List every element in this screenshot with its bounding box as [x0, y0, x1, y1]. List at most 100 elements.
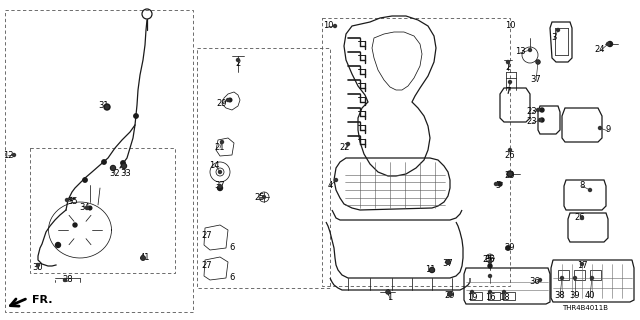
Text: 28: 28	[63, 276, 74, 284]
Text: 26: 26	[575, 213, 586, 222]
Text: 29: 29	[445, 291, 455, 300]
Text: 2: 2	[506, 63, 511, 73]
Circle shape	[447, 260, 449, 263]
Circle shape	[529, 49, 531, 52]
Circle shape	[557, 28, 559, 31]
Circle shape	[86, 206, 88, 210]
Circle shape	[536, 108, 540, 111]
Text: 41: 41	[140, 253, 150, 262]
Circle shape	[36, 263, 40, 267]
Circle shape	[561, 276, 563, 279]
Circle shape	[104, 104, 110, 110]
Text: 30: 30	[33, 263, 44, 273]
Circle shape	[387, 291, 390, 293]
Circle shape	[488, 275, 492, 277]
Text: 2: 2	[236, 60, 241, 68]
Circle shape	[429, 268, 435, 273]
Circle shape	[506, 246, 510, 250]
Circle shape	[580, 217, 584, 220]
Circle shape	[111, 165, 115, 171]
Circle shape	[495, 182, 497, 186]
Bar	[503, 292, 515, 300]
Text: 26: 26	[505, 150, 515, 159]
Circle shape	[386, 290, 390, 294]
Circle shape	[221, 140, 223, 143]
Circle shape	[218, 185, 221, 188]
Circle shape	[448, 292, 452, 296]
Text: 29: 29	[505, 244, 515, 252]
Circle shape	[431, 268, 433, 271]
Text: 5: 5	[495, 180, 500, 189]
Text: 23: 23	[527, 117, 538, 126]
Text: 33: 33	[120, 169, 131, 178]
Circle shape	[488, 291, 492, 293]
Text: 4: 4	[328, 180, 333, 189]
Text: 10: 10	[505, 21, 515, 30]
Text: 32: 32	[109, 169, 120, 178]
Text: 40: 40	[585, 291, 595, 300]
Circle shape	[83, 178, 87, 182]
Text: 37: 37	[443, 259, 453, 268]
Circle shape	[536, 60, 540, 64]
Circle shape	[498, 182, 502, 186]
Circle shape	[488, 264, 492, 268]
Bar	[590, 270, 601, 280]
Circle shape	[141, 257, 145, 260]
Text: 6: 6	[229, 274, 235, 283]
Circle shape	[121, 161, 125, 165]
Text: 34: 34	[80, 204, 90, 212]
Text: 23: 23	[527, 108, 538, 116]
Bar	[470, 292, 482, 300]
Text: 25: 25	[483, 255, 493, 265]
Circle shape	[227, 99, 230, 101]
Text: 3: 3	[551, 34, 557, 43]
Text: 29: 29	[217, 99, 227, 108]
Circle shape	[111, 166, 115, 170]
Text: 20: 20	[505, 171, 515, 180]
Text: 39: 39	[570, 291, 580, 300]
Circle shape	[73, 223, 77, 227]
Circle shape	[540, 108, 544, 112]
Bar	[197, 48, 330, 288]
Text: 16: 16	[484, 293, 495, 302]
Circle shape	[237, 59, 239, 61]
Circle shape	[470, 291, 474, 293]
Circle shape	[509, 172, 511, 175]
Circle shape	[56, 243, 61, 247]
Text: 35: 35	[68, 197, 78, 206]
Circle shape	[509, 148, 511, 151]
Text: 21: 21	[215, 143, 225, 153]
Circle shape	[488, 260, 492, 263]
Circle shape	[538, 278, 541, 282]
Text: 31: 31	[99, 101, 109, 110]
Circle shape	[262, 196, 266, 198]
Text: 36: 36	[484, 255, 495, 265]
Text: 7: 7	[506, 87, 511, 97]
Text: THR4B4011B: THR4B4011B	[562, 305, 608, 311]
Circle shape	[502, 291, 506, 293]
Circle shape	[446, 260, 450, 264]
Text: 36: 36	[530, 277, 540, 286]
Text: 38: 38	[555, 291, 565, 300]
Bar	[30, 148, 175, 273]
Text: 25: 25	[255, 194, 265, 203]
Circle shape	[536, 60, 540, 63]
Circle shape	[607, 42, 612, 46]
Text: 12: 12	[3, 150, 13, 159]
Text: 9: 9	[605, 125, 611, 134]
Text: 17: 17	[577, 260, 588, 269]
Text: 6: 6	[229, 244, 235, 252]
Circle shape	[507, 171, 513, 177]
Text: 10: 10	[323, 21, 333, 30]
Text: 19: 19	[467, 293, 477, 302]
Circle shape	[63, 278, 67, 282]
Circle shape	[591, 276, 593, 279]
Bar	[322, 18, 510, 286]
Circle shape	[106, 106, 109, 108]
Text: 37: 37	[531, 76, 541, 84]
Text: 24: 24	[595, 45, 605, 54]
Bar	[558, 270, 569, 280]
Bar	[5, 10, 193, 312]
Circle shape	[607, 43, 609, 45]
Text: 27: 27	[202, 260, 212, 269]
